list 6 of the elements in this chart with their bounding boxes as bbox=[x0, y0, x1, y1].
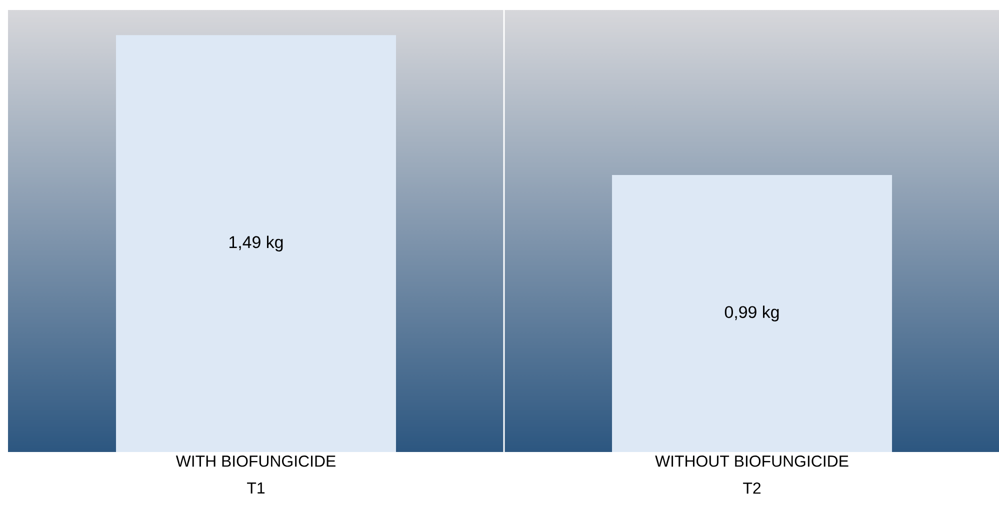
x-tick-label: WITH BIOFUNGICIDE bbox=[176, 456, 336, 467]
x-tick-label: WITHOUT BIOFUNGICIDE bbox=[655, 456, 848, 467]
data-label: 1,49 kg bbox=[230, 236, 283, 252]
data-label: 0,99 kg bbox=[724, 306, 779, 322]
text: T2 bbox=[743, 482, 761, 494]
text: T1 bbox=[247, 482, 265, 494]
